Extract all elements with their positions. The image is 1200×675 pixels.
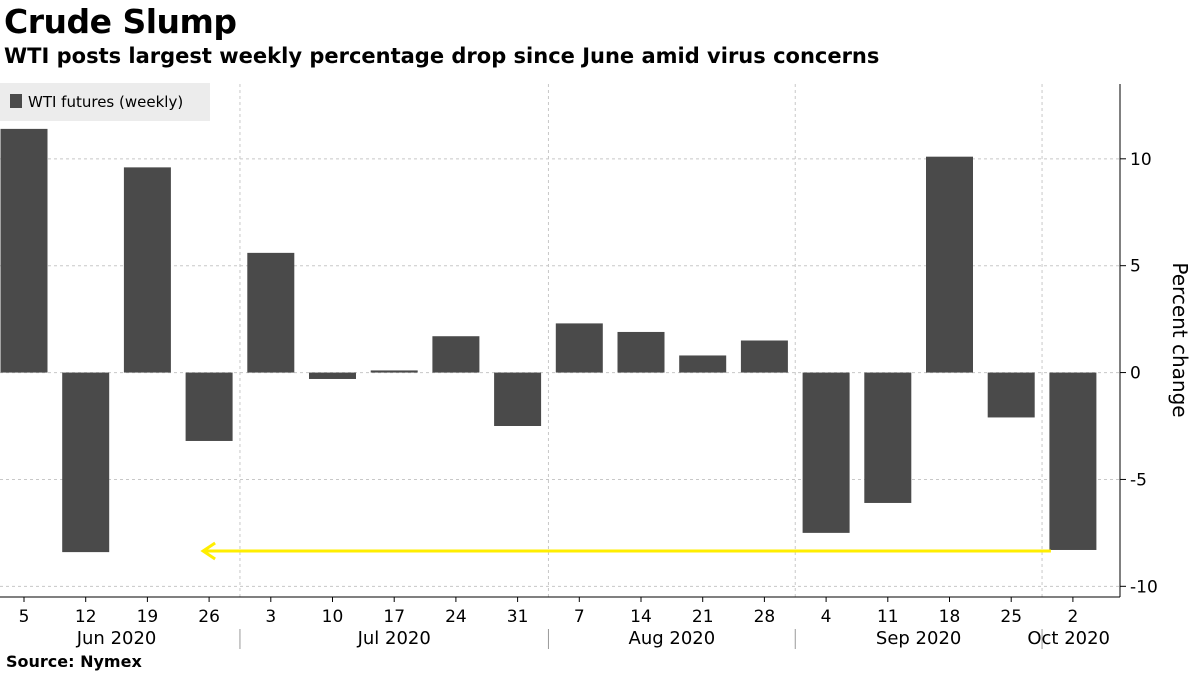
bar	[740, 340, 788, 373]
chart-title: Crude Slump	[4, 2, 237, 41]
legend: WTI futures (weekly)	[0, 83, 210, 121]
x-tick-label: 2	[1067, 607, 1078, 627]
y-tick-label: 5	[1130, 257, 1141, 277]
x-tick-label: 31	[507, 607, 529, 627]
bar	[123, 167, 171, 373]
bar	[494, 372, 542, 426]
x-tick-label: 21	[692, 607, 714, 627]
legend-swatch	[10, 94, 22, 108]
x-tick-label: 10	[322, 607, 344, 627]
y-axis-label: Percent change	[1168, 262, 1192, 417]
x-tick-label: 18	[939, 607, 961, 627]
x-tick-label: 26	[198, 607, 220, 627]
bar	[987, 372, 1035, 418]
bar	[617, 331, 665, 373]
x-month-label: Sep 2020	[876, 628, 961, 649]
x-tick-label: 7	[574, 607, 585, 627]
bar	[802, 372, 850, 533]
annotations	[200, 541, 1051, 561]
x-tick-label: 4	[821, 607, 832, 627]
bar	[309, 372, 356, 379]
y-tick-label: 0	[1130, 364, 1141, 384]
x-tick-label: 3	[265, 607, 276, 627]
source-note: Source: Nymex	[6, 652, 142, 671]
x-tick-label: 25	[1000, 607, 1022, 627]
x-tick-label: 28	[754, 607, 776, 627]
bar	[679, 355, 727, 373]
x-tick-label: 17	[383, 607, 405, 627]
bar	[185, 372, 233, 441]
x-month-label: Jul 2020	[357, 628, 431, 649]
annotation-arrow-head	[200, 541, 216, 561]
bar	[555, 323, 603, 373]
x-tick-label: 12	[75, 607, 97, 627]
legend-background	[0, 83, 210, 121]
bar	[864, 372, 912, 503]
x-month-label: Oct 2020	[1027, 628, 1110, 649]
legend-label: WTI futures (weekly)	[28, 93, 183, 111]
bar	[1049, 372, 1097, 550]
x-tick-label: 19	[137, 607, 159, 627]
x-tick-label: 24	[445, 607, 467, 627]
x-month-label: Aug 2020	[629, 628, 716, 649]
x-tick-label: 14	[630, 607, 652, 627]
bar	[926, 156, 973, 373]
bar	[0, 128, 48, 373]
x-month-label: Jun 2020	[76, 628, 157, 649]
chart-subtitle: WTI posts largest weekly percentage drop…	[4, 44, 880, 68]
bar	[432, 336, 480, 373]
bars	[0, 128, 1097, 553]
bar	[247, 252, 295, 373]
bar	[62, 372, 110, 553]
y-tick-label: 10	[1130, 150, 1152, 170]
x-tick-label: 5	[19, 607, 30, 627]
bar	[370, 370, 418, 373]
axes: 10 5 0 -5 -10 5 12 19 26 3 10 17 24 31 7 14 21 28 4 11 18 25 2…	[0, 84, 1158, 649]
y-tick-label: -10	[1130, 577, 1158, 597]
y-tick-label: -5	[1130, 470, 1147, 490]
x-tick-label: 11	[877, 607, 899, 627]
